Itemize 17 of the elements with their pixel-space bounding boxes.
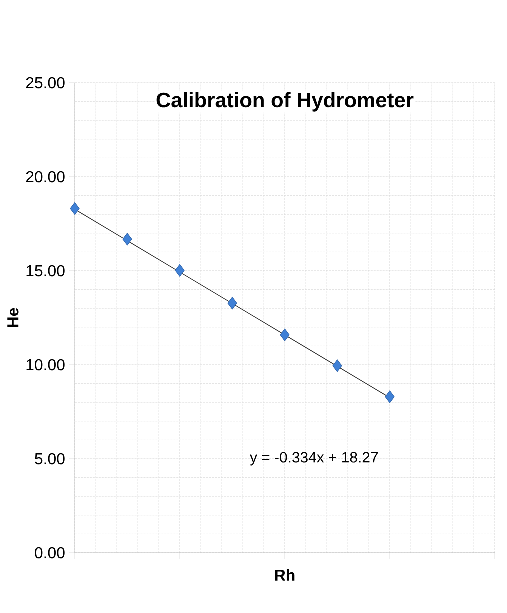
point [122, 233, 132, 246]
point [228, 297, 238, 310]
point [332, 360, 342, 372]
y-tick-label: 25.00 [26, 77, 65, 89]
y-tick-label: 15.00 [26, 265, 65, 277]
annotation: y = -0.334x + 18.27 [250, 452, 378, 466]
chart-title: Calibration of Hydrometer [156, 92, 414, 112]
y-tick-label: 20.00 [26, 171, 65, 183]
y-tick-label: 0.00 [35, 547, 65, 559]
point [175, 264, 185, 277]
y-axis-title: He [8, 308, 19, 328]
y-tick-label: 5.00 [35, 453, 65, 465]
y-tick-label: 10.00 [26, 359, 65, 371]
point [385, 390, 395, 404]
point [280, 328, 290, 342]
point [70, 202, 80, 216]
x-axis-title: Rh [275, 569, 295, 581]
